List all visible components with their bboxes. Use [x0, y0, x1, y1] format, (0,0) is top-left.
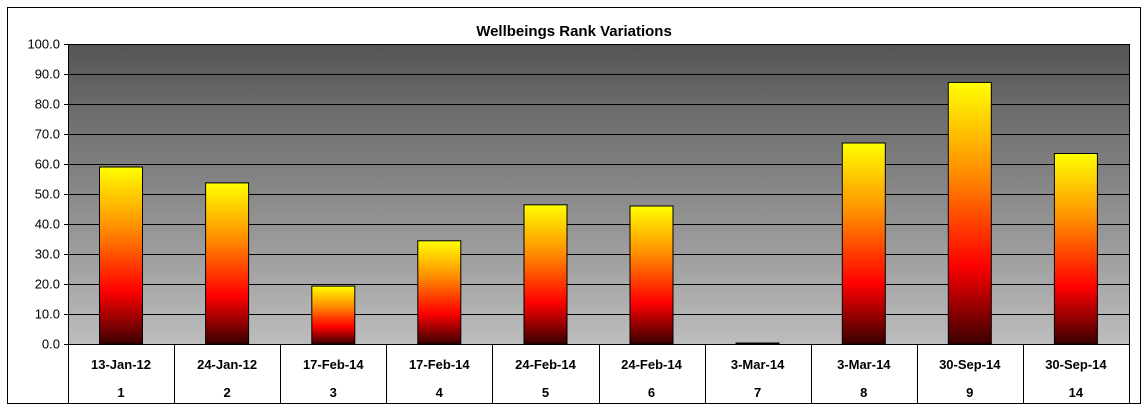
bar	[417, 240, 462, 345]
x-category-index-label: 4	[436, 385, 444, 400]
y-tick-label: 40.0	[35, 217, 60, 232]
x-category-index-label: 14	[1069, 385, 1084, 400]
x-category-index-label: 6	[648, 385, 655, 400]
y-tick-label: 50.0	[35, 187, 60, 202]
x-category-date-label: 30-Sep-14	[939, 357, 1001, 372]
y-tick-label: 30.0	[35, 247, 60, 262]
bar	[311, 285, 356, 345]
x-category-date-label: 13-Jan-12	[91, 357, 151, 372]
x-category-index-label: 9	[966, 385, 973, 400]
x-category-date-label: 30-Sep-14	[1045, 357, 1107, 372]
y-axis-ticks: 0.0 10.0 20.0 30.0 40.0 50.0 60.0 70.0 80.0 90.0 1…	[27, 37, 68, 352]
y-tick-label: 20.0	[35, 277, 60, 292]
bar	[523, 204, 568, 345]
chart-title: Wellbeings Rank Variations	[476, 23, 672, 40]
x-category-date-label: 24-Feb-14	[621, 357, 682, 372]
y-tick-label: 10.0	[35, 307, 60, 322]
x-category-index-label: 5	[542, 385, 549, 400]
x-axis-labels: 13-Jan-12 1 24-Jan-12 2 17-Feb-14 3 17-Feb-14 4…	[68, 344, 1130, 403]
y-tick-label: 60.0	[35, 157, 60, 172]
bar	[629, 205, 674, 345]
bar	[947, 81, 992, 345]
y-tick-label: 90.0	[35, 67, 60, 82]
bar	[99, 166, 143, 345]
x-category-date-label: 17-Feb-14	[409, 357, 470, 372]
axes	[68, 44, 1130, 345]
bar	[735, 342, 780, 345]
y-tick-label: 80.0	[35, 97, 60, 112]
x-category-index-label: 7	[754, 385, 761, 400]
y-tick-label: 0.0	[42, 337, 60, 352]
x-category-index-label: 1	[117, 385, 124, 400]
x-category-index-label: 2	[223, 385, 230, 400]
y-tick-label: 70.0	[35, 127, 60, 142]
x-category-index-label: 8	[860, 385, 867, 400]
x-category-date-label: 24-Jan-12	[197, 357, 257, 372]
x-category-date-label: 3-Mar-14	[731, 357, 785, 372]
bars	[99, 81, 1098, 345]
bar	[205, 182, 250, 345]
x-category-date-label: 3-Mar-14	[837, 357, 891, 372]
x-category-index-label: 3	[330, 385, 337, 400]
bar	[841, 142, 886, 345]
x-category-date-label: 17-Feb-14	[303, 357, 364, 372]
x-category-date-label: 24-Feb-14	[515, 357, 576, 372]
bar	[1053, 153, 1098, 345]
y-tick-label: 100.0	[27, 37, 60, 52]
